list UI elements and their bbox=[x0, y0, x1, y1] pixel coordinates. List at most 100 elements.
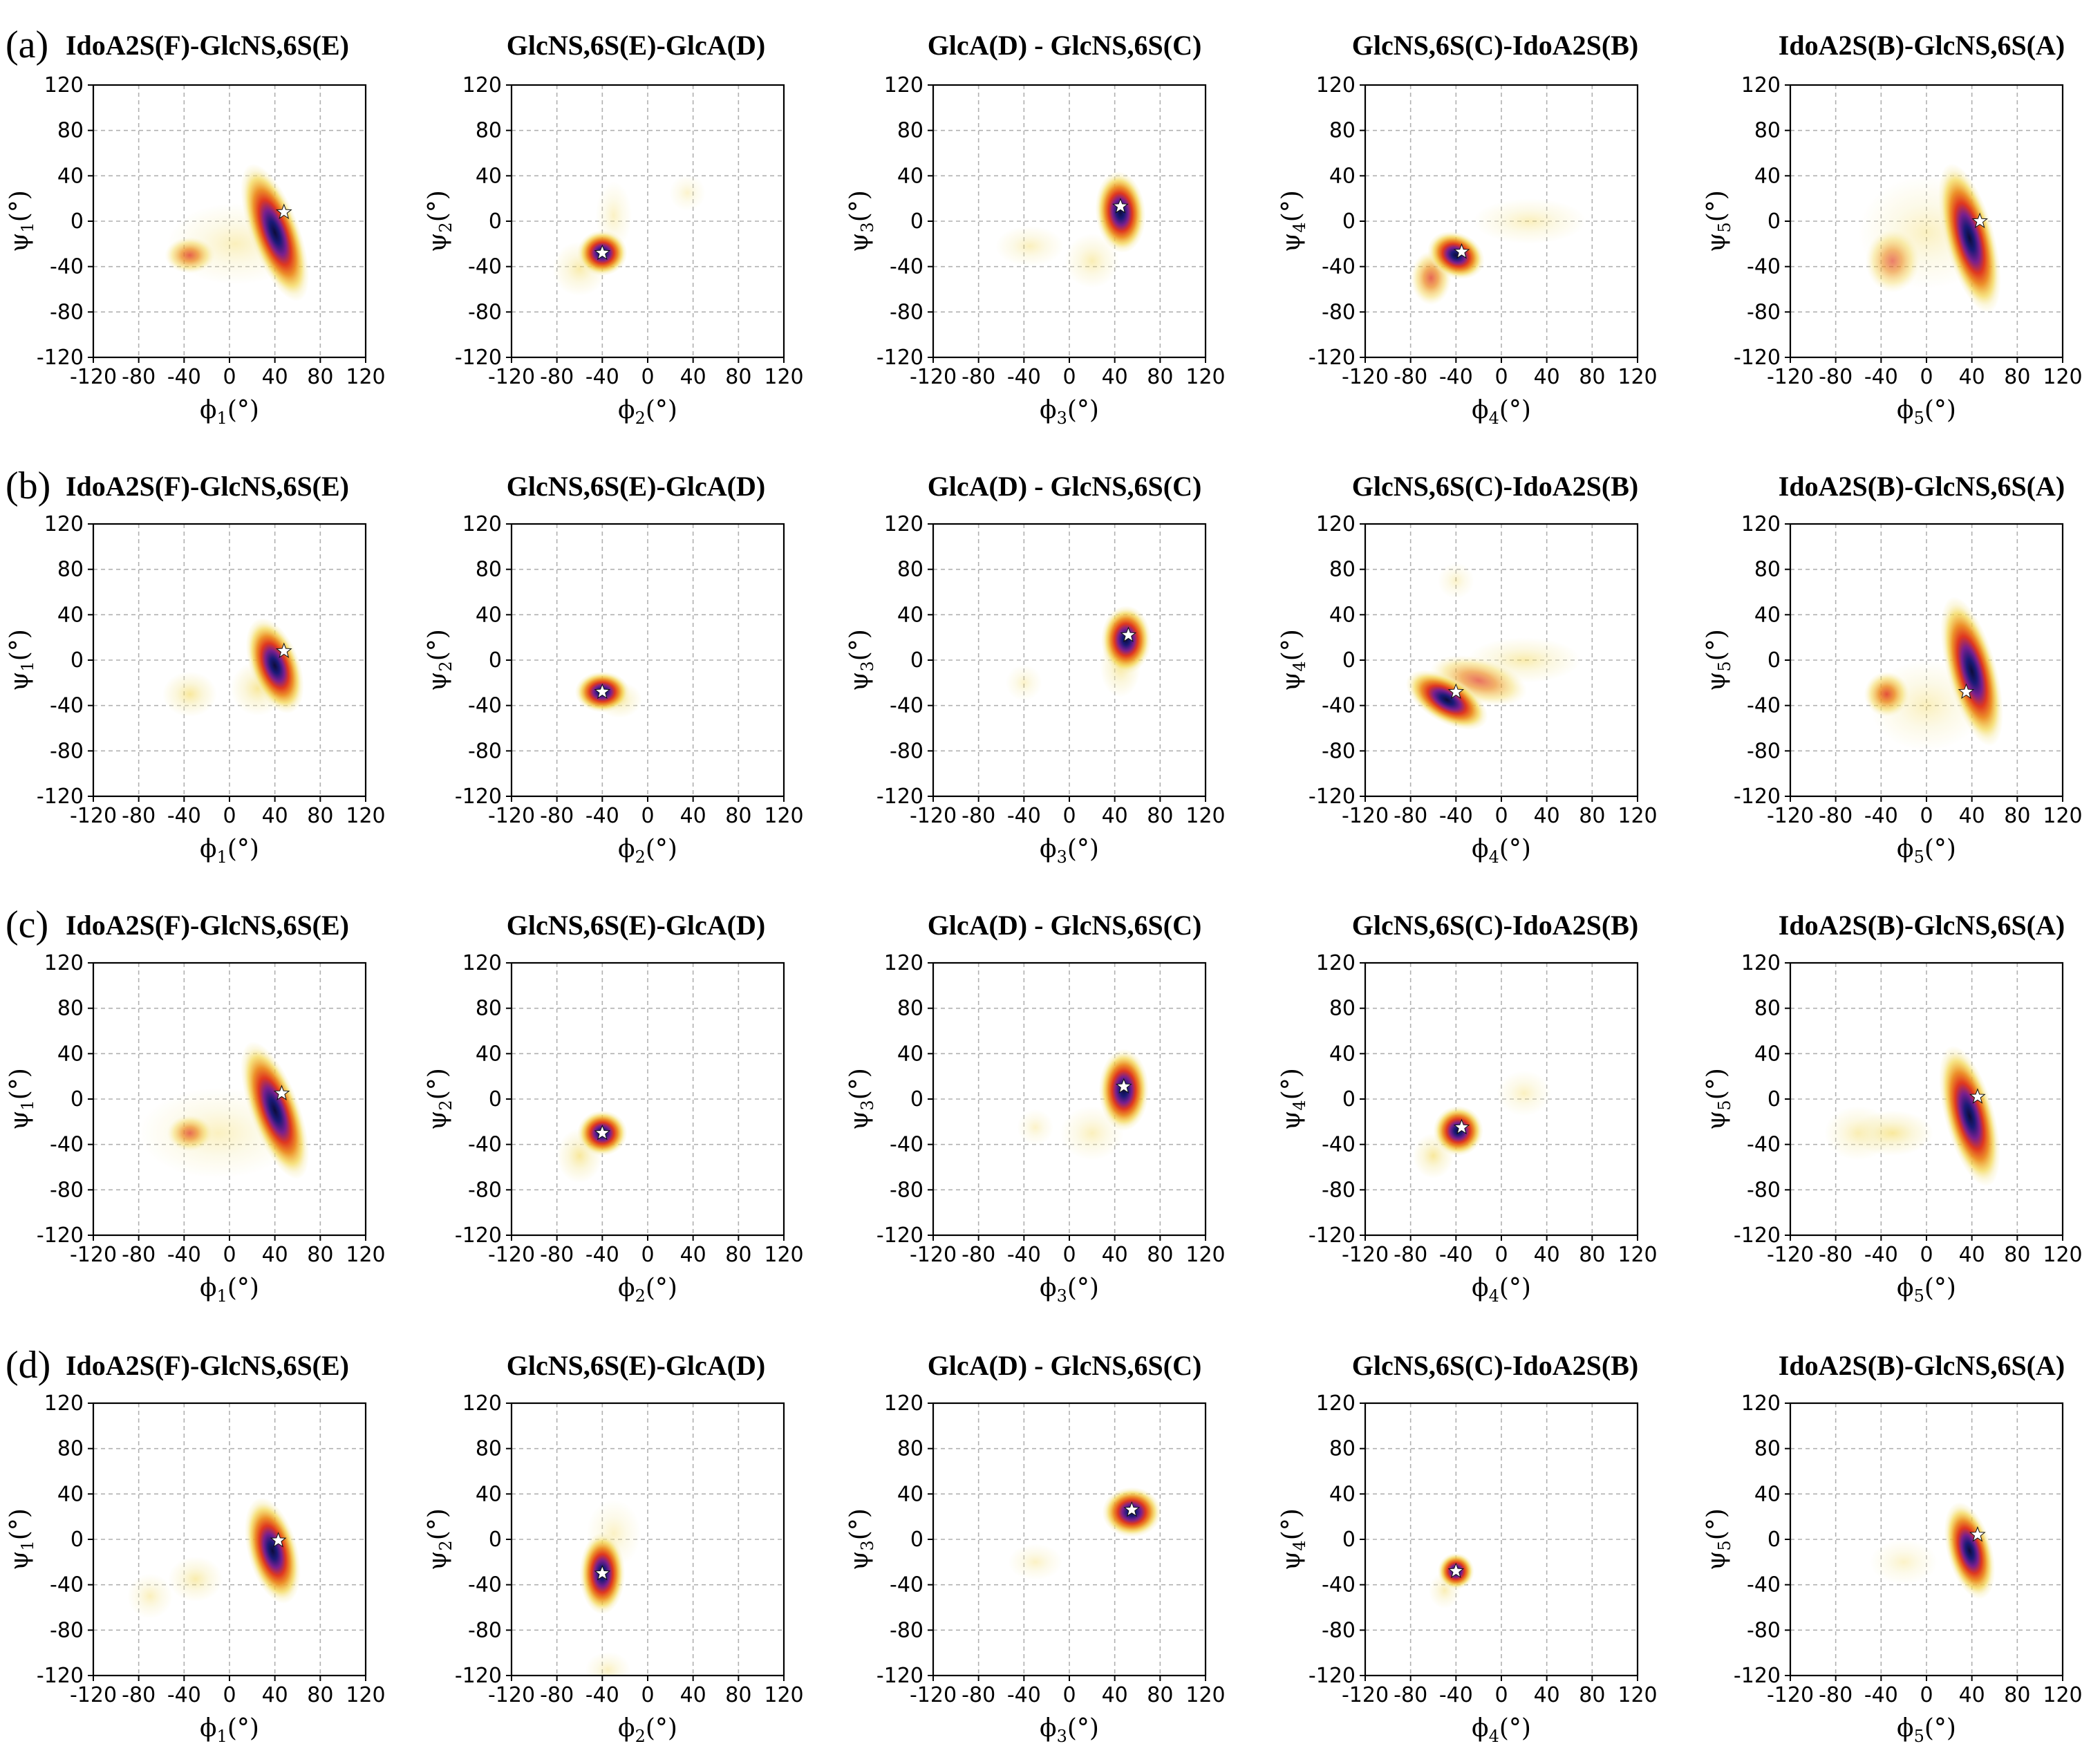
density-blob bbox=[162, 671, 217, 717]
density-blob bbox=[995, 225, 1064, 267]
density-map bbox=[1858, 163, 2001, 313]
density-blob bbox=[127, 1573, 173, 1619]
subplot-title: IdoA2S(F)-GlcNS,6S(E) bbox=[66, 30, 349, 61]
subplot: IdoA2S(B)-GlcNS,6S(A)-120-120-80-80-40-4… bbox=[1703, 471, 2083, 867]
y-tick-label: 120 bbox=[1741, 512, 1781, 536]
y-tick-label: -40 bbox=[890, 1573, 923, 1597]
y-tick-label: -120 bbox=[1734, 785, 1781, 809]
x-tick-label: 40 bbox=[1959, 1243, 1985, 1267]
y-tick-label: -80 bbox=[1322, 1618, 1356, 1642]
minimum-star-marker bbox=[275, 203, 292, 219]
y-tick-label: 80 bbox=[57, 997, 84, 1021]
x-tick-label: -80 bbox=[962, 804, 995, 828]
x-axis-label: ϕ2(°) bbox=[618, 835, 677, 867]
x-tick-label: 0 bbox=[1062, 1683, 1076, 1707]
y-tick-label: 120 bbox=[1316, 1391, 1356, 1416]
x-axis-label: ϕ2(°) bbox=[618, 396, 677, 428]
y-tick-label: 40 bbox=[1754, 603, 1781, 627]
x-axis-label: ϕ3(°) bbox=[1040, 396, 1099, 428]
x-tick-label: -80 bbox=[1819, 365, 1853, 389]
y-tick-label: 0 bbox=[1342, 209, 1356, 234]
x-tick-label: -80 bbox=[1394, 1683, 1427, 1707]
grid bbox=[1790, 524, 2063, 796]
y-tick-label: -40 bbox=[468, 694, 502, 718]
subplot-title: GlcNS,6S(E)-GlcA(D) bbox=[507, 910, 765, 941]
x-tick-label: -80 bbox=[1819, 1683, 1853, 1707]
x-tick-label: 80 bbox=[1147, 1683, 1173, 1707]
subplot-title: GlcNS,6S(C)-IdoA2S(B) bbox=[1352, 910, 1638, 941]
density-map bbox=[138, 1041, 310, 1179]
x-tick-label: -120 bbox=[910, 365, 957, 389]
x-tick-label: 120 bbox=[346, 1243, 385, 1267]
y-tick-label: -80 bbox=[1747, 1618, 1781, 1642]
minimum-star-marker bbox=[275, 642, 292, 658]
y-tick-label: 0 bbox=[1342, 1528, 1356, 1552]
x-tick-label: -40 bbox=[1864, 1683, 1898, 1707]
x-tick-label: -120 bbox=[1342, 1683, 1389, 1707]
y-tick-label: 0 bbox=[1767, 209, 1781, 234]
x-tick-label: 40 bbox=[1102, 1243, 1128, 1267]
density-map bbox=[165, 163, 310, 301]
grid bbox=[93, 1403, 366, 1676]
y-tick-label: 120 bbox=[44, 512, 84, 536]
density-map bbox=[574, 671, 642, 718]
y-tick-label: 40 bbox=[897, 603, 923, 627]
density-blob bbox=[1472, 198, 1587, 244]
density-map bbox=[1824, 1045, 2000, 1187]
x-tick-label: -80 bbox=[1394, 804, 1427, 828]
y-tick-label: -120 bbox=[455, 1223, 502, 1248]
subplots: IdoA2S(F)-GlcNS,6S(E)-120-120-80-80-40-4… bbox=[6, 30, 2083, 1746]
y-tick-label: 40 bbox=[57, 164, 84, 188]
density-blob bbox=[241, 1041, 310, 1179]
y-tick-label: 0 bbox=[71, 1528, 84, 1552]
minimum-star-marker bbox=[594, 1124, 611, 1141]
y-tick-label: 80 bbox=[476, 1437, 502, 1461]
x-tick-label: -40 bbox=[585, 365, 619, 389]
x-tick-label: 80 bbox=[307, 365, 333, 389]
x-tick-label: 80 bbox=[307, 1243, 333, 1267]
x-tick-label: -80 bbox=[122, 1683, 156, 1707]
density-blob bbox=[1851, 1110, 1933, 1156]
x-tick-label: 0 bbox=[223, 804, 236, 828]
y-tick-label: 0 bbox=[1767, 1087, 1781, 1111]
x-tick-label: 120 bbox=[764, 365, 803, 389]
x-tick-label: 120 bbox=[764, 1243, 803, 1267]
x-tick-label: -40 bbox=[1439, 1683, 1473, 1707]
density-map bbox=[162, 618, 304, 717]
x-tick-label: 80 bbox=[1579, 804, 1605, 828]
x-axis-label: ϕ3(°) bbox=[1040, 835, 1099, 867]
minimum-star-marker bbox=[1958, 683, 1975, 700]
y-tick-label: 80 bbox=[57, 119, 84, 143]
x-tick-label: 80 bbox=[725, 804, 751, 828]
y-tick-label: 80 bbox=[476, 997, 502, 1021]
density-blob bbox=[1405, 670, 1488, 730]
density-blob bbox=[1095, 171, 1146, 253]
subplot: GlcA(D) - GlcNS,6S(C)-120-120-80-80-40-4… bbox=[845, 471, 1226, 867]
subplot: IdoA2S(F)-GlcNS,6S(E)-120-120-80-80-40-4… bbox=[6, 471, 386, 867]
x-tick-label: 0 bbox=[1062, 365, 1076, 389]
y-tick-label: 80 bbox=[1329, 119, 1356, 143]
x-tick-label: 120 bbox=[1185, 1243, 1225, 1267]
x-tick-label: -120 bbox=[488, 365, 535, 389]
y-tick-label: -80 bbox=[468, 739, 502, 763]
x-tick-label: 120 bbox=[1618, 804, 1657, 828]
subplot: GlcNS,6S(C)-IdoA2S(B)-120-120-80-80-40-4… bbox=[1277, 30, 1658, 428]
x-tick-label: -120 bbox=[1767, 1683, 1814, 1707]
x-tick-label: -120 bbox=[488, 1243, 535, 1267]
y-tick-label: -80 bbox=[50, 300, 84, 324]
x-axis-label: ϕ2(°) bbox=[618, 1714, 677, 1746]
x-tick-label: 40 bbox=[1959, 804, 1985, 828]
subplot-title: IdoA2S(F)-GlcNS,6S(E) bbox=[66, 1350, 349, 1381]
y-tick-label: 120 bbox=[1316, 951, 1356, 975]
x-tick-label: -120 bbox=[70, 804, 117, 828]
subplot: IdoA2S(B)-GlcNS,6S(A)-120-120-80-80-40-4… bbox=[1703, 30, 2083, 428]
y-tick-label: 40 bbox=[57, 1482, 84, 1506]
x-tick-label: 120 bbox=[2043, 804, 2082, 828]
subplot: IdoA2S(B)-GlcNS,6S(A)-120-120-80-80-40-4… bbox=[1703, 910, 2083, 1306]
y-tick-label: 120 bbox=[884, 512, 923, 536]
y-tick-label: 80 bbox=[476, 558, 502, 582]
x-tick-label: -80 bbox=[540, 365, 574, 389]
density-blob bbox=[1497, 1071, 1552, 1116]
x-tick-label: -80 bbox=[1819, 804, 1853, 828]
y-tick-label: 0 bbox=[910, 1087, 923, 1111]
